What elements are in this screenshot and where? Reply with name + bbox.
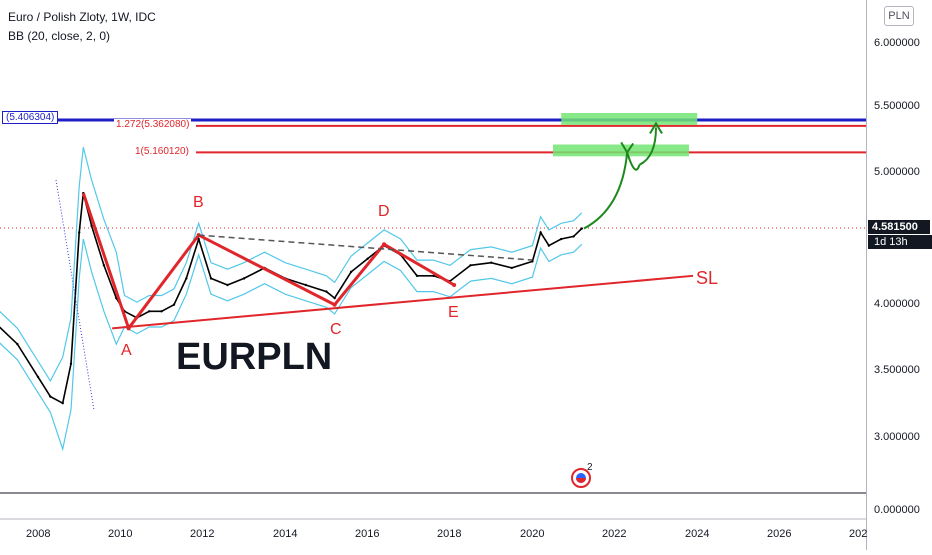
resistance-trendline	[198, 234, 533, 261]
price-point	[226, 283, 229, 287]
projection-arrowhead	[620, 141, 634, 155]
bollinger-upper-band	[0, 146, 583, 383]
price-tick: 3.500000	[874, 364, 920, 376]
pattern-point-e	[452, 283, 457, 288]
price-point	[49, 395, 52, 398]
bollinger-lower-band	[0, 238, 583, 452]
price-point	[580, 227, 584, 230]
point-label-a: A	[121, 342, 132, 359]
target-zone	[561, 113, 698, 125]
price-tick: 3.000000	[874, 431, 920, 443]
price-point	[36, 375, 40, 379]
point-label-e: E	[448, 304, 459, 321]
projection-arrow-leg2	[626, 152, 641, 171]
price-tick: 5.500000	[874, 100, 920, 112]
price-point	[325, 290, 328, 293]
price-point	[531, 260, 534, 263]
price-point	[185, 277, 188, 280]
price-axis[interactable]	[866, 0, 932, 550]
currency-button[interactable]: PLN	[884, 6, 914, 26]
price-point	[78, 231, 81, 234]
bollinger-legend[interactable]: BB (20, close, 2, 0)	[8, 29, 111, 43]
time-tick: 2022	[602, 528, 627, 540]
chart-title: Euro / Polish Zloty, 1W, IDC	[8, 10, 156, 24]
price-point	[539, 231, 542, 234]
price-tick: 0.000000	[874, 504, 920, 516]
time-tick: 2016	[355, 528, 380, 540]
target-zone	[553, 144, 689, 157]
price-point	[560, 237, 563, 241]
price-chart[interactable]	[0, 0, 866, 550]
price-tick: 4.000000	[874, 298, 920, 310]
fib-1-label: 1(5.160120)	[133, 146, 191, 157]
price-point	[547, 244, 551, 247]
blue-level-label: (5.406304)	[2, 111, 59, 124]
price-point	[209, 277, 213, 280]
time-tick: 2008	[26, 528, 51, 540]
price-point	[148, 310, 151, 313]
time-tick: 2012	[190, 528, 215, 540]
time-tick: 202	[849, 528, 868, 540]
price-point	[69, 362, 73, 365]
events-icon	[571, 468, 591, 488]
price-point	[102, 264, 106, 267]
symbol-annotation: EURPLN	[176, 336, 333, 378]
pattern-point-d	[382, 242, 387, 247]
time-tick: 2026	[767, 528, 792, 540]
price-point	[572, 235, 575, 238]
price-point	[415, 274, 419, 278]
price-point	[304, 283, 307, 287]
time-tick: 2014	[273, 528, 298, 540]
price-point	[349, 270, 353, 274]
time-tick: 2024	[685, 528, 710, 540]
point-label-d: D	[378, 203, 390, 220]
price-point	[172, 303, 176, 306]
last-price-tag: 4.581500	[868, 220, 930, 234]
price-point	[432, 274, 435, 278]
events-count: 2	[587, 462, 593, 473]
point-label-c: C	[330, 321, 342, 338]
time-tick: 2018	[437, 528, 462, 540]
price-tick: 5.000000	[874, 166, 920, 178]
price-tick: 6.000000	[874, 37, 920, 49]
price-point	[61, 401, 64, 405]
time-tick: 2010	[108, 528, 133, 540]
price-point	[197, 237, 200, 241]
chart-area[interactable]	[0, 0, 866, 550]
projection-arrow-leg1	[583, 152, 629, 230]
projection-arrowhead	[649, 121, 663, 135]
pattern-point-c	[332, 302, 337, 307]
stop-loss-label: SL	[696, 268, 719, 288]
price-point	[90, 224, 93, 228]
price-point	[469, 264, 472, 267]
price-point	[242, 277, 246, 280]
price-point	[510, 266, 513, 270]
time-tick: 2020	[520, 528, 545, 540]
price-point	[16, 342, 19, 346]
bar-countdown: 1d 13h	[868, 235, 932, 249]
fib-1272-label: 1.272(5.362080)	[114, 119, 192, 130]
support-trendline	[112, 274, 694, 330]
price-point	[366, 257, 369, 260]
projection-arrow-leg3	[638, 127, 657, 166]
price-point	[490, 261, 493, 264]
price-point	[160, 310, 163, 313]
events-badge[interactable]: 2	[570, 462, 593, 488]
price-point	[333, 296, 336, 300]
point-label-b: B	[193, 194, 204, 211]
swing-line	[81, 192, 131, 329]
